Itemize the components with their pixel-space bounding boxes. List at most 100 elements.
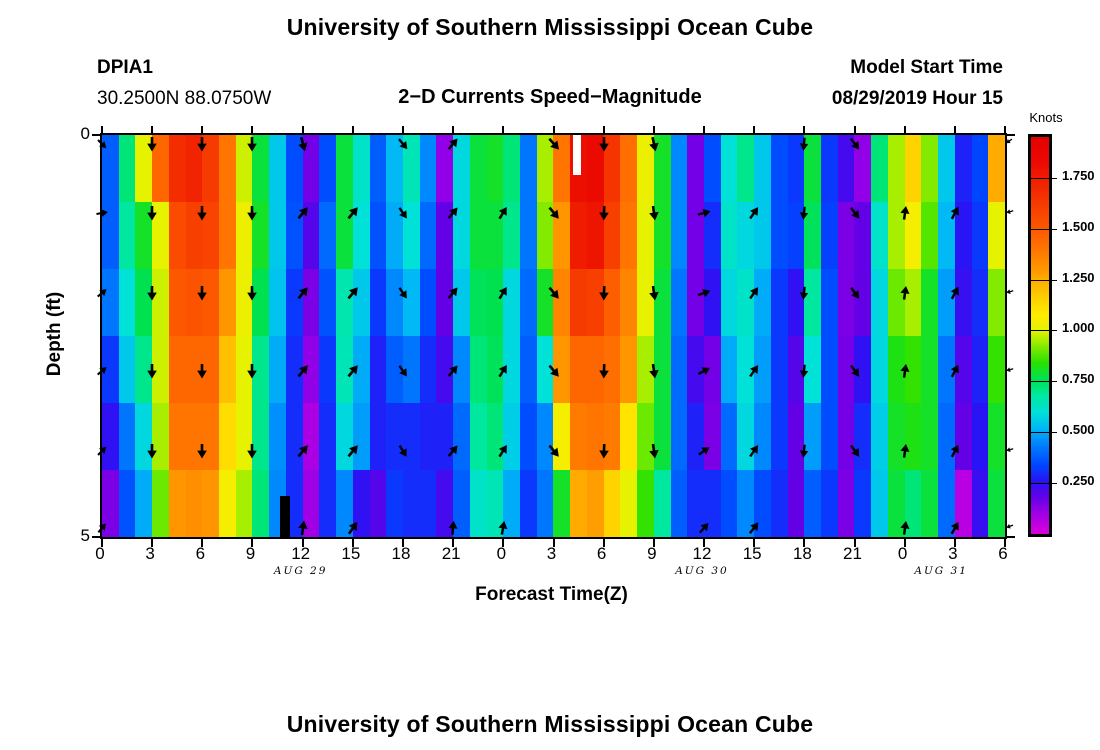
x-axis-tick	[803, 539, 806, 547]
heatmap-cell	[854, 135, 872, 202]
heatmap-cell	[252, 336, 270, 403]
heatmap-cell	[904, 269, 922, 336]
heatmap-cell	[285, 336, 303, 403]
heatmap-cell	[402, 403, 420, 470]
heatmap-cell	[837, 403, 855, 470]
heatmap-cell	[770, 269, 788, 336]
heatmap-cell	[520, 269, 537, 336]
heatmap-cell	[854, 470, 872, 537]
heatmap-cell	[971, 470, 989, 537]
x-axis-top-tick	[452, 126, 455, 133]
x-axis-tick	[1004, 539, 1006, 547]
heatmap-cell	[135, 135, 153, 202]
heatmap-cell	[352, 269, 370, 336]
heatmap-cell	[904, 336, 922, 403]
heatmap-cell	[269, 403, 286, 470]
heatmap-cell	[670, 202, 688, 269]
heatmap-cell	[102, 403, 119, 470]
heatmap-cell	[235, 135, 253, 202]
heatmap-cell	[469, 403, 487, 470]
x-tick-label: 9	[647, 544, 657, 563]
heatmap-cell	[770, 336, 788, 403]
heatmap-cell	[570, 470, 587, 537]
heatmap-cell	[754, 269, 771, 336]
heatmap-cell	[603, 403, 621, 470]
heatmap-cell	[921, 403, 939, 470]
model-start-value: 08/29/2019 Hour 15	[831, 88, 1003, 109]
x-tick-label: 6	[596, 544, 607, 563]
heatmap-cell	[854, 202, 872, 269]
heatmap-cell	[988, 269, 1005, 336]
heatmap-cell	[152, 269, 169, 336]
heatmap-cell	[336, 336, 353, 403]
heatmap-cell	[453, 403, 470, 470]
heatmap-cell	[302, 269, 320, 336]
x-axis-date-labels: AUG 29 AUG 30 AUG 31	[100, 565, 1003, 579]
heatmap-cell	[235, 403, 253, 470]
heatmap-canvas	[102, 135, 1005, 537]
model-start-header: Model Start Time 08/29/2019 Hour 15	[832, 57, 1003, 110]
heatmap-cell	[954, 135, 972, 202]
heatmap-cell	[486, 403, 504, 470]
heatmap-cell	[586, 135, 604, 202]
colorbar-tick-label: 1.000	[1062, 320, 1095, 336]
heatmap-cell	[453, 202, 470, 269]
heatmap-cell	[904, 403, 922, 470]
heatmap-cell	[653, 269, 671, 336]
heatmap-cell	[603, 135, 621, 202]
x-axis-tick	[151, 539, 154, 547]
x-axis-tick	[401, 539, 404, 547]
heatmap-cell	[102, 202, 119, 269]
heatmap-cell	[202, 269, 220, 336]
x-axis-tick	[552, 539, 555, 547]
heatmap-cell	[219, 470, 236, 537]
x-axis-tick	[853, 539, 856, 547]
heatmap-cell	[737, 336, 755, 403]
x-axis-top-tick	[702, 126, 705, 133]
heatmap-cell	[553, 269, 571, 336]
heatmap-cell	[670, 403, 688, 470]
heatmap-cell	[938, 336, 955, 403]
heatmap-cell	[971, 135, 989, 202]
heatmap-cell	[988, 470, 1005, 537]
heatmap-cell	[754, 202, 771, 269]
heatmap-cell	[687, 202, 704, 269]
heatmap-cell	[285, 403, 303, 470]
heatmap-cell	[871, 470, 888, 537]
heatmap-cell	[854, 403, 872, 470]
model-start-label: Model Start Time	[850, 57, 1003, 78]
x-axis-top-tick	[953, 126, 956, 133]
heatmap-cell	[436, 135, 454, 202]
heatmap-cell	[837, 336, 855, 403]
heatmap-cell	[469, 202, 487, 269]
heatmap-cell	[402, 470, 420, 537]
heatmap-cell	[252, 403, 270, 470]
heatmap-cell	[804, 336, 822, 403]
x-axis-top-tick	[1004, 126, 1006, 133]
x-tick-label: 12	[291, 544, 311, 563]
x-axis-tick	[502, 539, 505, 547]
missing-data-black	[279, 495, 290, 537]
x-axis-top-tick	[602, 126, 605, 133]
heatmap-cell	[971, 403, 989, 470]
heatmap-cell	[469, 470, 487, 537]
heatmap-cell	[285, 135, 303, 202]
heatmap-cell	[703, 470, 721, 537]
heatmap-cell	[770, 135, 788, 202]
y-axis-right-tick	[1007, 134, 1015, 136]
colorbar-tick-stub	[1050, 177, 1057, 179]
heatmap-cell	[570, 269, 587, 336]
heatmap-cell	[821, 470, 838, 537]
heatmap-cell	[402, 269, 420, 336]
x-axis-tick	[903, 539, 906, 547]
heatmap-cell	[369, 403, 387, 470]
colorbar-tick-label: 0.250	[1062, 473, 1095, 489]
heatmap-cell	[285, 470, 303, 537]
heatmap-cell	[168, 269, 186, 336]
heatmap-cell	[787, 202, 805, 269]
station-coordinates: 30.2500N 88.0750W	[97, 88, 272, 109]
heatmap-cell	[336, 202, 353, 269]
heatmap-cell	[386, 336, 403, 403]
heatmap-cell	[336, 135, 353, 202]
x-axis-top-tick	[552, 126, 555, 133]
